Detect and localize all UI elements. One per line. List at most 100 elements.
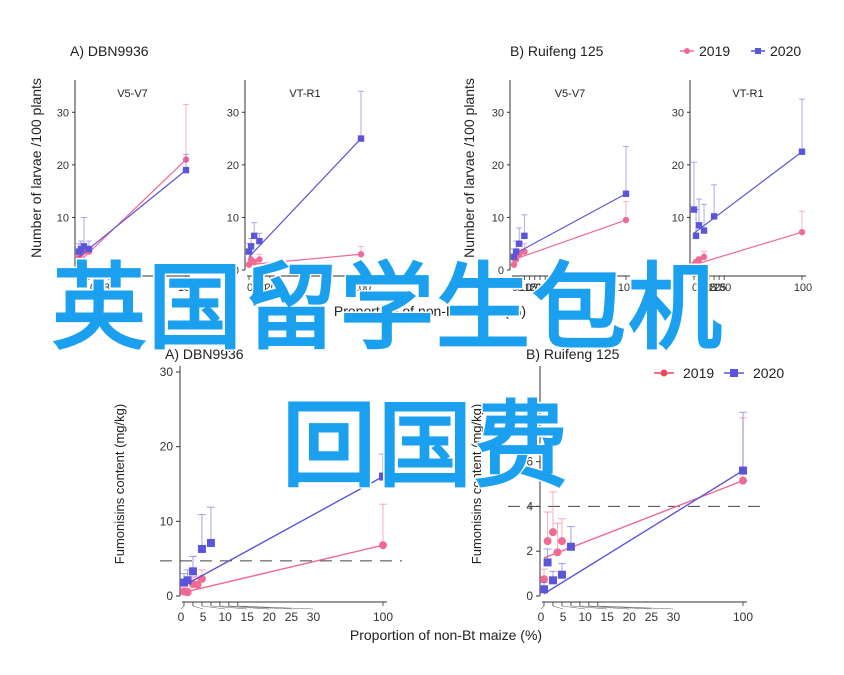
- x-tick-leader: [552, 605, 564, 610]
- y-tick-label: 10: [227, 212, 239, 224]
- x-tick-label: 10: [519, 282, 531, 294]
- y-tick-label: 20: [227, 160, 239, 172]
- series-2020: [245, 90, 365, 258]
- series-2019: [540, 417, 747, 584]
- y-axis-label: Fumonisins content (mg/kg): [469, 404, 484, 564]
- panel-title: V5-V7: [117, 88, 148, 100]
- data-point-2020: [188, 567, 197, 576]
- fit-line-2019: [248, 253, 362, 266]
- data-point-2019: [245, 261, 253, 268]
- series-2020: [510, 146, 630, 261]
- series-2019: [75, 103, 190, 263]
- x-tick-label: 100: [178, 282, 196, 294]
- y-tick-label: 0: [526, 589, 533, 603]
- data-point-2020: [206, 538, 215, 547]
- y-tick-label: 6: [526, 455, 533, 469]
- x-tick-leader: [570, 605, 608, 610]
- top-x-axis-label: Proportion of non-Bt maize (%): [334, 303, 526, 319]
- x-tick-label: 100: [794, 282, 812, 294]
- series-2019: [690, 210, 806, 268]
- x-tick-leader: [597, 605, 674, 610]
- x-tick-label: 15: [241, 610, 255, 624]
- fit-line-2019: [513, 219, 627, 261]
- data-point-2020: [247, 243, 255, 250]
- top-y-axis-label-right: Number of larvae /100 plants: [461, 78, 477, 258]
- fit-line-2019: [183, 544, 384, 593]
- y-tick-label: 10: [57, 212, 69, 224]
- series-2020: [180, 453, 387, 587]
- top-y-axis-label: Number of larvae /100 plants: [28, 78, 44, 258]
- data-point-2019: [193, 580, 202, 589]
- data-point-2020: [256, 237, 263, 245]
- y-tick-label: 30: [57, 107, 69, 119]
- data-point-2020: [251, 232, 258, 240]
- data-point-2019: [695, 256, 703, 263]
- data-point-2020: [695, 222, 703, 229]
- data-point-2020: [622, 190, 630, 197]
- series-2020: [690, 98, 806, 240]
- data-point-2019: [622, 216, 630, 224]
- y-tick-label: 30: [227, 107, 239, 119]
- x-tick-label: 5: [82, 282, 88, 294]
- data-point-2019: [700, 253, 708, 261]
- x-tick-leader: [237, 605, 314, 610]
- x-tick-label: 5: [517, 282, 523, 294]
- x-tick-label: 0: [247, 282, 253, 294]
- x-tick-label: 10: [84, 282, 96, 294]
- y-tick-label: 20: [160, 440, 174, 454]
- series-2019: [245, 245, 365, 268]
- y-tick-label: 20: [492, 160, 504, 172]
- x-tick-label: 15: [704, 282, 716, 294]
- fit-line-2020: [513, 193, 627, 255]
- x-tick-label: 30: [104, 282, 116, 294]
- x-tick-leader: [219, 605, 270, 610]
- x-tick-label: 5: [560, 610, 567, 624]
- y-tick-label: 0: [166, 589, 173, 603]
- x-tick-label: 10: [578, 610, 592, 624]
- y-tick-label: 2: [526, 544, 533, 558]
- y-tick-label: 20: [57, 160, 69, 172]
- fit-line-2019: [693, 231, 803, 266]
- data-point-2020: [739, 466, 747, 475]
- y-tick-label: 20: [672, 160, 684, 172]
- x-tick-leader: [192, 605, 204, 610]
- y-axis-label: Fumonisins content (mg/kg): [112, 404, 127, 564]
- data-point-2020: [798, 148, 806, 155]
- x-tick-label: 10: [254, 282, 266, 294]
- y-tick-label: 0: [63, 265, 69, 277]
- legend-bottom-2020-label: 2020: [753, 365, 784, 381]
- fit-line-2019: [78, 159, 187, 263]
- x-tick-label: 25: [645, 610, 659, 624]
- x-tick-leader: [228, 605, 292, 610]
- x-tick-label: 10: [218, 610, 232, 624]
- data-point-2019: [557, 537, 566, 546]
- y-tick-label: 0: [498, 265, 504, 277]
- panel-title: V5-V7: [555, 88, 586, 100]
- y-tick-label: 30: [672, 107, 684, 119]
- x-tick-label: 30: [307, 610, 321, 624]
- x-tick-label: 0: [178, 610, 185, 624]
- data-point-2020: [692, 232, 700, 240]
- panel-6: B) Ruifeng 125 Fumonisins content (mg/kg)…: [469, 346, 762, 624]
- x-tick-label: 15: [601, 610, 615, 624]
- legend-bottom: 2019 2020: [654, 365, 784, 381]
- x-tick-leader: [180, 605, 185, 610]
- y-tick-label: 10: [492, 212, 504, 224]
- x-tick-label: 20: [709, 282, 721, 294]
- x-tick-leader: [210, 605, 248, 610]
- y-tick-label: 30: [492, 107, 504, 119]
- data-point-2019: [183, 588, 192, 597]
- panel-title: VT-R1: [732, 88, 763, 100]
- data-point-2019: [510, 261, 518, 268]
- x-tick-label: 100: [373, 610, 393, 624]
- data-point-2019: [357, 251, 365, 258]
- legend-top-2019-label: 2019: [699, 43, 730, 59]
- x-tick-label: 5: [697, 282, 703, 294]
- x-tick-leader: [540, 605, 545, 610]
- x-tick-label: 30: [667, 610, 681, 624]
- x-tick-label: 30: [275, 282, 287, 294]
- x-tick-label: 100: [353, 282, 371, 294]
- x-tick-label: 20: [623, 610, 637, 624]
